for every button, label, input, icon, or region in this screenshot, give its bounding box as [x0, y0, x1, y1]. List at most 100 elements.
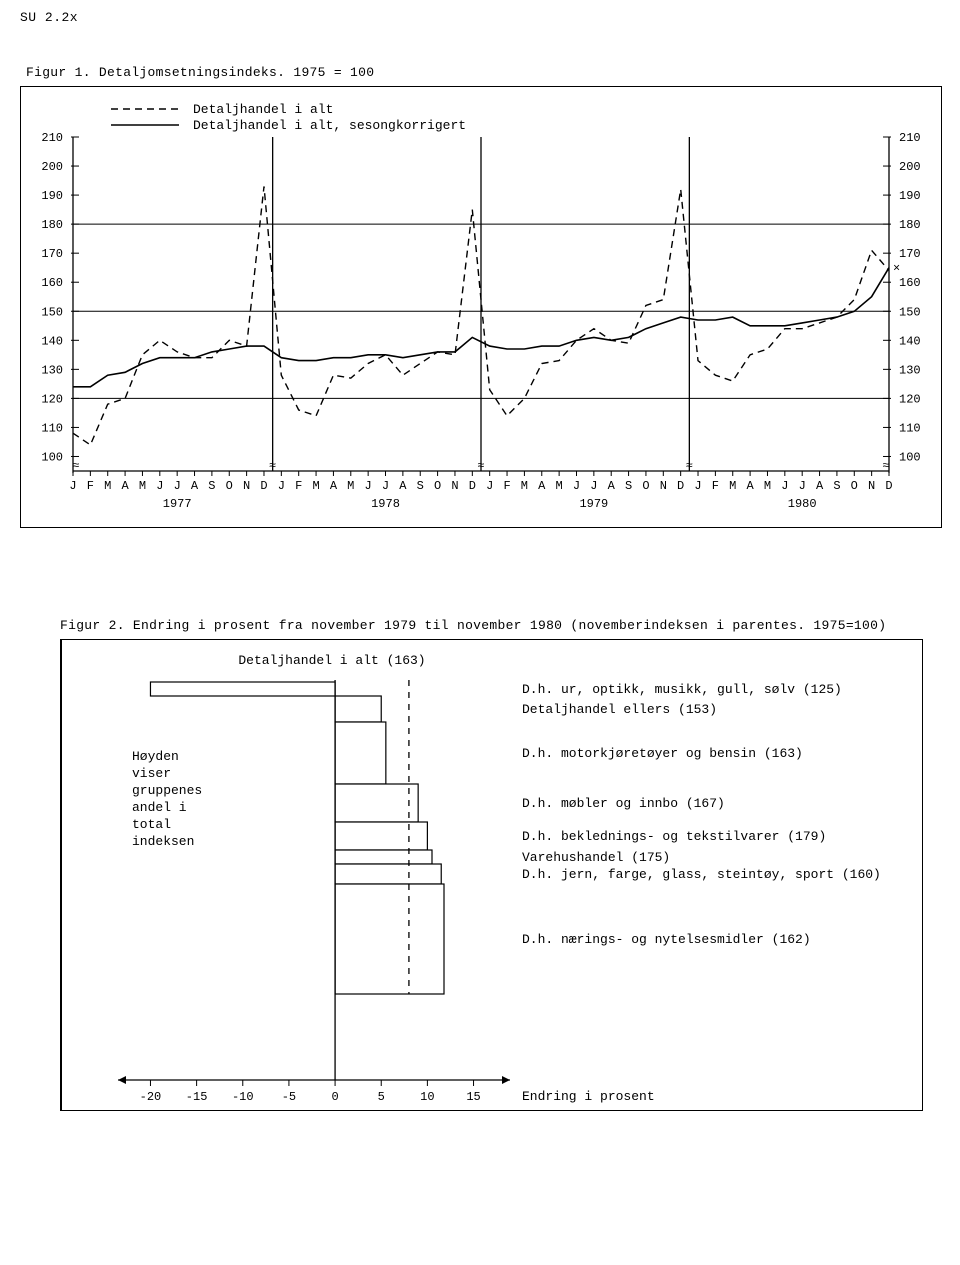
- svg-text:130: 130: [899, 363, 921, 377]
- svg-text:170: 170: [899, 247, 921, 261]
- svg-text:200: 200: [899, 160, 921, 174]
- svg-text:Detaljhandel ellers (153): Detaljhandel ellers (153): [522, 702, 717, 717]
- svg-text:1977: 1977: [163, 497, 192, 511]
- svg-text:190: 190: [41, 189, 63, 203]
- svg-text:D: D: [677, 479, 684, 493]
- figure2-chart: Detaljhandel i alt (163) Høyden viser grupp…: [62, 640, 922, 1110]
- svg-text:A: A: [399, 479, 407, 493]
- svg-text:≈: ≈: [882, 459, 889, 473]
- svg-text:D.h. jern, farge, glass, stein: D.h. jern, farge, glass, steintøy, sport…: [522, 867, 881, 882]
- svg-text:Detaljhandel i alt, sesongkorr: Detaljhandel i alt, sesongkorrigert: [193, 118, 466, 133]
- svg-text:A: A: [608, 479, 616, 493]
- svg-text:Varehushandel (175): Varehushandel (175): [522, 850, 670, 865]
- svg-text:M: M: [139, 479, 146, 493]
- svg-text:J: J: [382, 479, 389, 493]
- svg-text:150: 150: [41, 305, 63, 319]
- svg-text:≈: ≈: [477, 459, 484, 473]
- svg-text:-15: -15: [186, 1090, 208, 1104]
- svg-text:160: 160: [41, 276, 63, 290]
- svg-text:100: 100: [899, 450, 921, 464]
- svg-text:210: 210: [41, 131, 63, 145]
- svg-text:D.h. motorkjøretøyer og bensin: D.h. motorkjøretøyer og bensin (163): [522, 746, 803, 761]
- svg-text:gruppenes: gruppenes: [132, 783, 202, 798]
- svg-text:120: 120: [899, 392, 921, 406]
- svg-text:J: J: [486, 479, 493, 493]
- svg-text:indeksen: indeksen: [132, 834, 194, 849]
- svg-text:190: 190: [899, 189, 921, 203]
- svg-text:Høyden: Høyden: [132, 749, 179, 764]
- svg-text:M: M: [104, 479, 111, 493]
- svg-text:M: M: [556, 479, 563, 493]
- svg-text:J: J: [694, 479, 701, 493]
- svg-text:200: 200: [41, 160, 63, 174]
- svg-text:A: A: [330, 479, 338, 493]
- figure1-frame: Detaljhandel i altDetaljhandel i alt, se…: [20, 86, 942, 528]
- svg-text:≈: ≈: [269, 459, 276, 473]
- svg-text:10: 10: [420, 1090, 434, 1104]
- svg-text:J: J: [156, 479, 163, 493]
- svg-text:0: 0: [331, 1090, 338, 1104]
- svg-text:O: O: [434, 479, 441, 493]
- svg-text:J: J: [799, 479, 806, 493]
- svg-text:D.h. beklednings- og tekstilva: D.h. beklednings- og tekstilvarer (179): [522, 829, 826, 844]
- svg-text:andel i: andel i: [132, 800, 187, 815]
- svg-text:D: D: [469, 479, 476, 493]
- svg-text:J: J: [174, 479, 181, 493]
- svg-text:160: 160: [899, 276, 921, 290]
- svg-text:S: S: [208, 479, 215, 493]
- svg-text:Detaljhandel i alt (163): Detaljhandel i alt (163): [238, 653, 425, 668]
- svg-text:≈: ≈: [72, 459, 79, 473]
- figure2-caption: Figur 2. Endring i prosent fra november …: [60, 618, 940, 633]
- svg-text:140: 140: [899, 334, 921, 348]
- svg-text:O: O: [851, 479, 858, 493]
- svg-text:1978: 1978: [371, 497, 400, 511]
- svg-text:A: A: [538, 479, 546, 493]
- svg-text:D: D: [885, 479, 892, 493]
- svg-text:J: J: [781, 479, 788, 493]
- svg-text:D: D: [260, 479, 267, 493]
- svg-text:-5: -5: [282, 1090, 296, 1104]
- svg-text:D.h. møbler og innbo (167): D.h. møbler og innbo (167): [522, 796, 725, 811]
- svg-text:×: ×: [893, 262, 900, 276]
- svg-text:180: 180: [899, 218, 921, 232]
- svg-text:Detaljhandel i alt: Detaljhandel i alt: [193, 102, 333, 117]
- svg-text:A: A: [816, 479, 824, 493]
- svg-text:M: M: [347, 479, 354, 493]
- svg-text:1979: 1979: [579, 497, 608, 511]
- svg-text:≈: ≈: [686, 459, 693, 473]
- svg-text:F: F: [87, 479, 94, 493]
- svg-text:S: S: [417, 479, 424, 493]
- svg-text:F: F: [712, 479, 719, 493]
- svg-text:Endring i prosent: Endring i prosent: [522, 1089, 655, 1104]
- svg-text:-10: -10: [232, 1090, 254, 1104]
- svg-text:viser: viser: [132, 766, 171, 781]
- svg-text:J: J: [573, 479, 580, 493]
- svg-text:F: F: [503, 479, 510, 493]
- page-header-code: SU 2.2x: [20, 10, 940, 25]
- svg-text:A: A: [191, 479, 199, 493]
- svg-text:M: M: [729, 479, 736, 493]
- svg-text:A: A: [121, 479, 129, 493]
- svg-text:N: N: [660, 479, 667, 493]
- svg-text:210: 210: [899, 131, 921, 145]
- svg-text:-20: -20: [140, 1090, 162, 1104]
- svg-text:100: 100: [41, 450, 63, 464]
- svg-text:M: M: [764, 479, 771, 493]
- svg-text:130: 130: [41, 363, 63, 377]
- svg-text:15: 15: [466, 1090, 480, 1104]
- svg-text:S: S: [625, 479, 632, 493]
- svg-text:F: F: [295, 479, 302, 493]
- svg-text:total: total: [132, 817, 171, 832]
- svg-text:110: 110: [899, 421, 921, 435]
- svg-text:J: J: [278, 479, 285, 493]
- svg-text:140: 140: [41, 334, 63, 348]
- svg-text:O: O: [642, 479, 649, 493]
- svg-text:A: A: [747, 479, 755, 493]
- svg-text:J: J: [69, 479, 76, 493]
- figure1-chart: Detaljhandel i altDetaljhandel i alt, se…: [21, 87, 941, 527]
- svg-text:O: O: [226, 479, 233, 493]
- svg-text:J: J: [365, 479, 372, 493]
- svg-text:S: S: [833, 479, 840, 493]
- svg-text:150: 150: [899, 305, 921, 319]
- svg-text:N: N: [243, 479, 250, 493]
